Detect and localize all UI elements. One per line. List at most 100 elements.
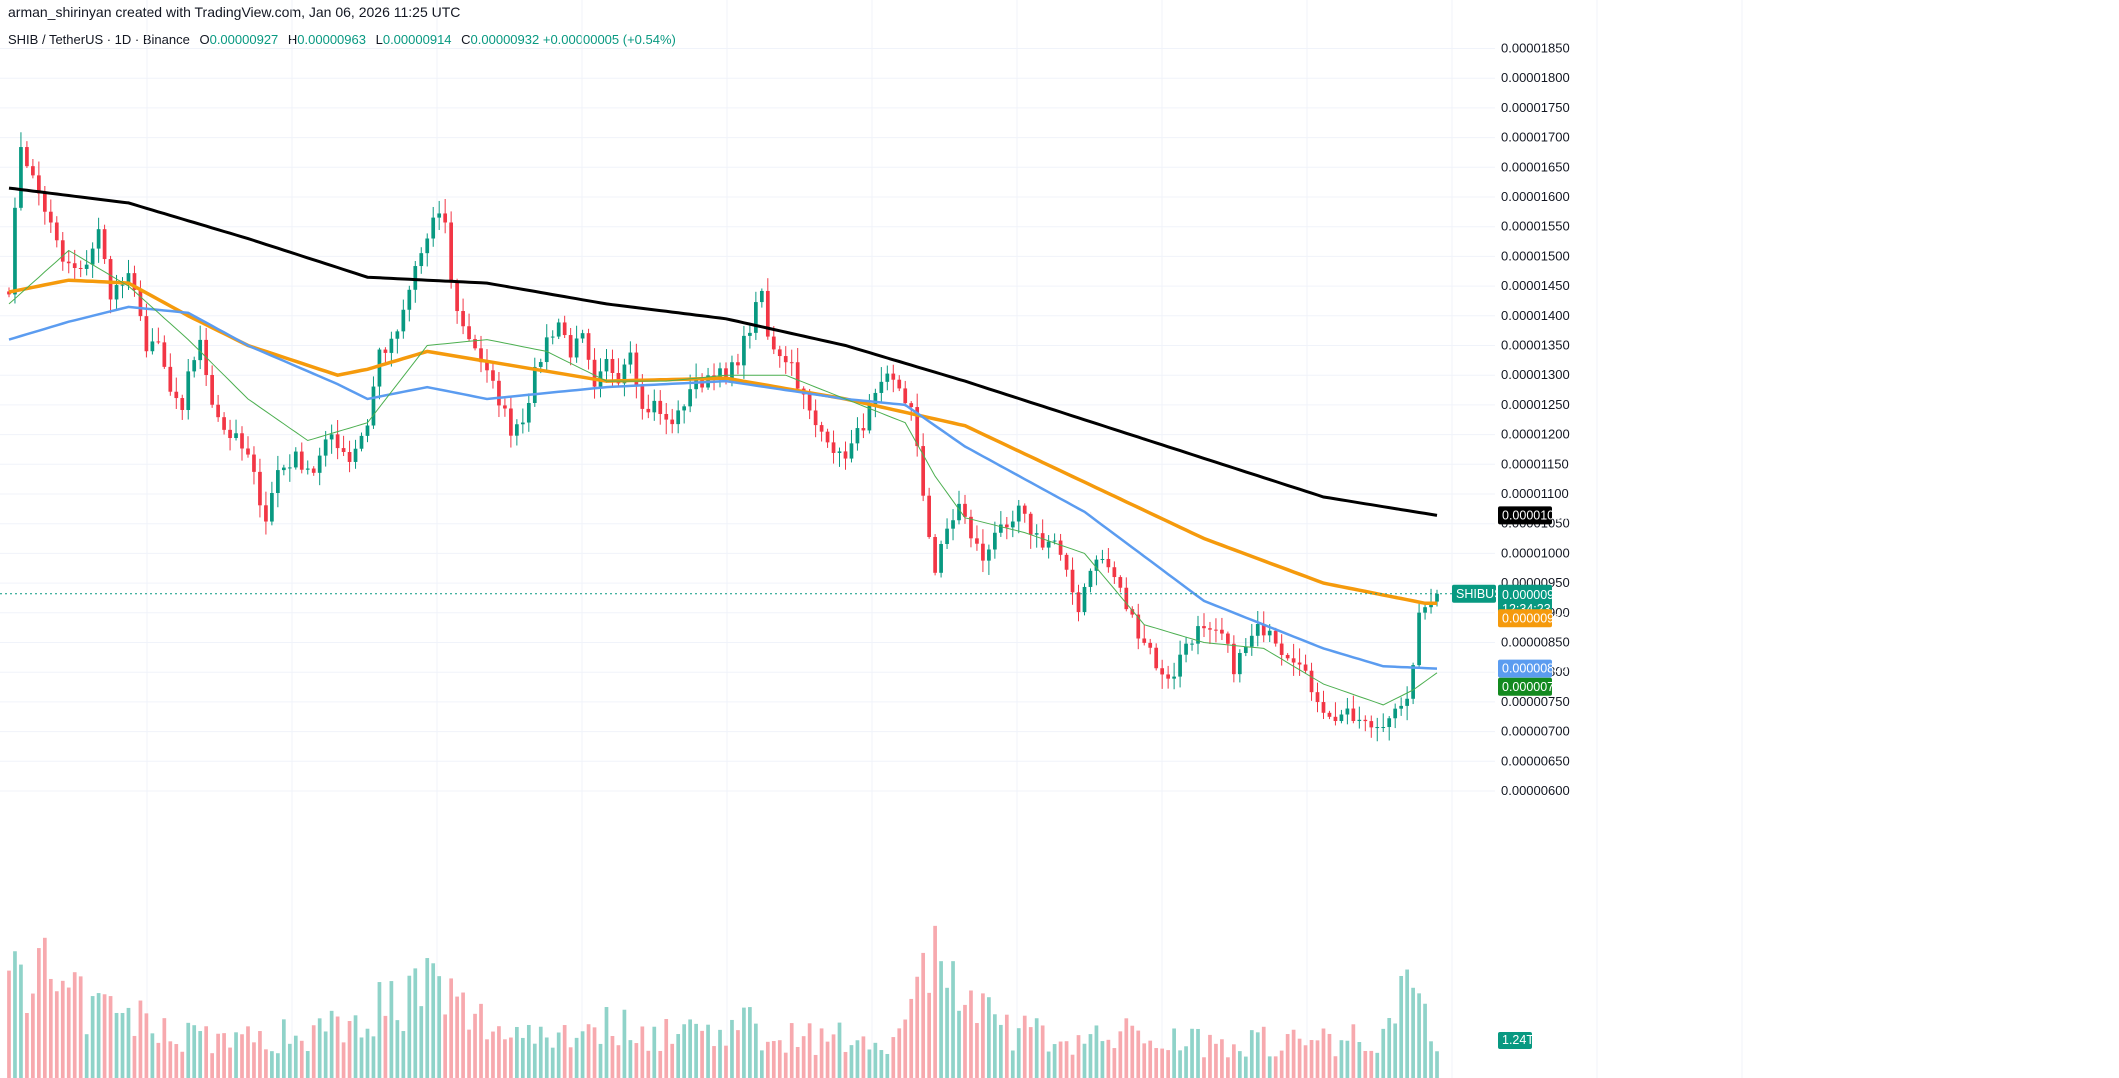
volume-bar xyxy=(335,1016,340,1078)
candle-body xyxy=(240,433,244,449)
candle-body xyxy=(1076,592,1081,613)
volume-bar xyxy=(84,1034,89,1078)
candle-body xyxy=(455,282,459,312)
candle-body xyxy=(1375,727,1380,729)
candle-body xyxy=(520,422,525,425)
volume-bar xyxy=(1357,1042,1362,1078)
volume-bar xyxy=(317,1018,322,1078)
volume-bar xyxy=(1064,1041,1069,1078)
candle-body xyxy=(329,434,334,440)
candle-body xyxy=(730,362,734,379)
candle-body xyxy=(1279,643,1284,655)
candle-body xyxy=(765,290,770,337)
volume-bar xyxy=(873,1042,878,1078)
volume-bar xyxy=(867,1049,872,1078)
candle-body xyxy=(998,524,1003,533)
volume-bar xyxy=(777,1040,782,1078)
svg-text:0.00000932: 0.00000932 xyxy=(1502,588,1568,602)
volume-bar xyxy=(682,1024,687,1078)
volume-bar xyxy=(395,1020,400,1078)
candle-body xyxy=(616,372,621,384)
candle-body xyxy=(1046,541,1051,548)
volume-bar xyxy=(168,1041,173,1078)
candle-body xyxy=(586,333,591,360)
volume-bar xyxy=(1148,1040,1153,1078)
candle-body xyxy=(1028,513,1033,535)
volume-bar xyxy=(120,1012,125,1078)
volume-bar xyxy=(1124,1018,1129,1078)
y-tick-label: 0.00001300 xyxy=(1501,367,1570,382)
volume-bar xyxy=(622,1009,627,1078)
volume-bar xyxy=(13,951,17,1078)
candle-body xyxy=(526,403,531,423)
volume-bar xyxy=(449,978,453,1078)
volume-bar xyxy=(365,1028,370,1078)
volume-bar xyxy=(1405,969,1409,1078)
candle-body xyxy=(210,375,214,405)
volume-bar xyxy=(951,961,955,1078)
svg-text:0.00000799: 0.00000799 xyxy=(1502,680,1568,694)
volume-bar xyxy=(568,1047,573,1078)
candle-body xyxy=(759,290,764,303)
candle-body xyxy=(1399,705,1404,709)
y-tick-label: 0.00001700 xyxy=(1501,130,1570,145)
volume-bar xyxy=(801,1036,806,1078)
volume-bar xyxy=(114,1012,119,1078)
y-tick-label: 0.00000850 xyxy=(1501,635,1570,650)
candle-body xyxy=(1196,626,1200,644)
candlesticks[interactable] xyxy=(7,132,1439,742)
volume-bar xyxy=(897,1028,902,1078)
candle-body xyxy=(401,309,406,332)
volume-bar xyxy=(210,1053,214,1078)
candle-body xyxy=(1220,629,1224,634)
candle-body xyxy=(628,352,633,365)
volume-bar xyxy=(1058,1041,1063,1078)
candle-body xyxy=(748,332,752,336)
candle-body xyxy=(532,366,537,404)
volume-bar xyxy=(1040,1025,1045,1078)
candle-body xyxy=(479,348,483,363)
volume-bar xyxy=(885,1053,890,1078)
volume-bar xyxy=(1226,1057,1230,1078)
chart-credit: arman_shirinyan created with TradingView… xyxy=(8,4,461,20)
candle-body xyxy=(78,267,83,269)
volume-bar xyxy=(1196,1028,1200,1078)
candle-body xyxy=(903,388,908,404)
volume-bar xyxy=(1202,1057,1206,1078)
volume-bar xyxy=(1112,1048,1117,1078)
candle-body xyxy=(1100,558,1105,560)
candle-body xyxy=(885,373,890,382)
candle-body xyxy=(622,364,627,384)
volume-bar xyxy=(341,1042,346,1078)
candle-body xyxy=(915,407,920,447)
volume-bar xyxy=(1243,1056,1248,1078)
y-tick-label: 0.00001650 xyxy=(1501,159,1570,174)
volume-bar xyxy=(311,1025,316,1078)
volume-bar xyxy=(401,1031,406,1078)
volume-bar xyxy=(945,987,949,1078)
volume-bar xyxy=(1429,1041,1433,1078)
volume-bar xyxy=(96,993,101,1078)
candle-body xyxy=(1118,577,1123,588)
volume-bar xyxy=(258,1031,262,1078)
candle-body xyxy=(299,451,304,470)
volume-bar xyxy=(42,937,47,1078)
candle-body xyxy=(544,337,549,363)
y-tick-label: 0.00001000 xyxy=(1501,545,1570,560)
symbol-legend: SHIB / TetherUS · 1D · Binance O0.000009… xyxy=(8,32,676,47)
svg-text:0.00000806: 0.00000806 xyxy=(1502,662,1568,676)
y-tick-label: 0.00000700 xyxy=(1501,724,1570,739)
volume-bar xyxy=(742,1007,746,1078)
volume-bar xyxy=(144,1013,149,1078)
orange-ma-tag: 0.00000916 xyxy=(1498,609,1568,628)
candle-body xyxy=(957,503,961,521)
candle-body xyxy=(186,371,191,410)
volume-tag: 1.24T xyxy=(1498,1032,1534,1049)
y-tick-label: 0.00001550 xyxy=(1501,219,1570,234)
volume-bar xyxy=(37,948,41,1078)
candle-body xyxy=(264,505,268,522)
candle-body xyxy=(138,289,143,317)
volume-bar xyxy=(437,976,442,1078)
volume-bar xyxy=(1369,1050,1374,1078)
